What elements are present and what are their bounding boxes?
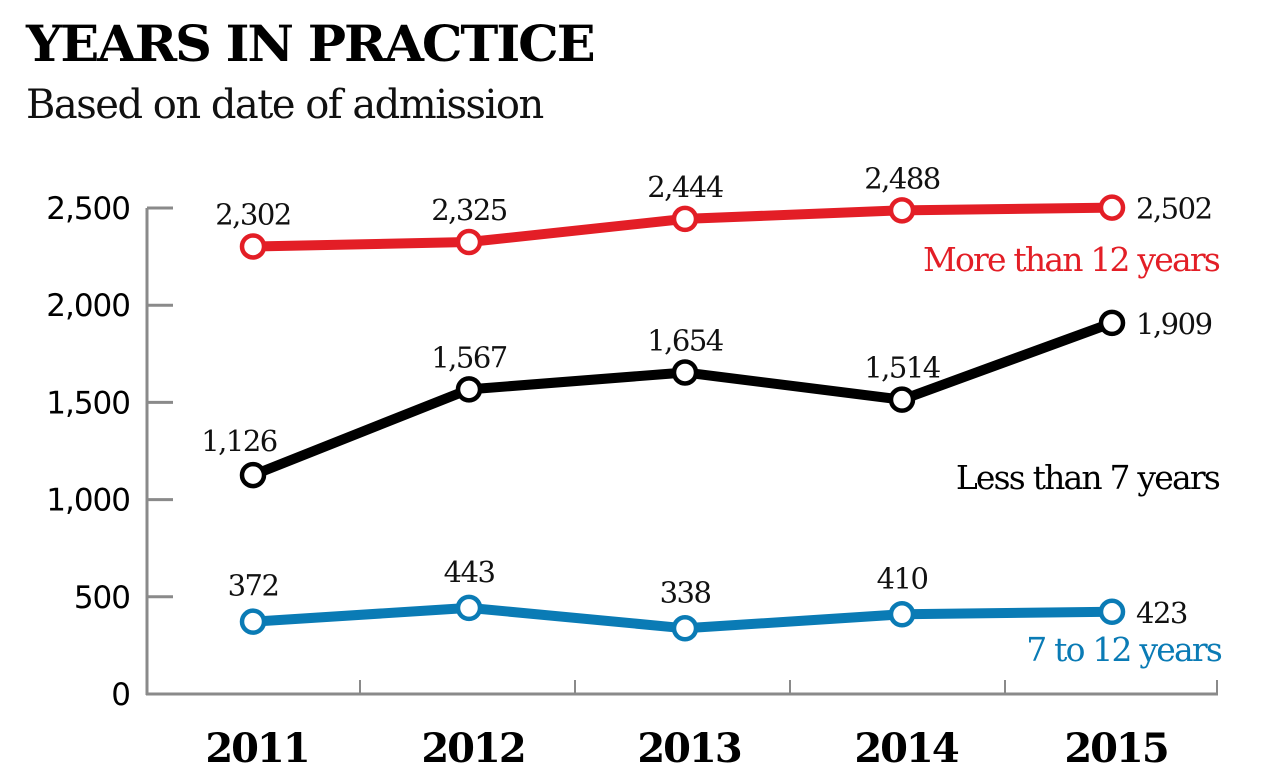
data-label: 443	[444, 555, 495, 589]
x-tick-label: 2015	[1064, 725, 1167, 772]
data-label: 1,909	[1136, 307, 1212, 341]
data-label: 372	[228, 569, 279, 603]
data-point	[455, 594, 483, 622]
data-point	[671, 615, 699, 642]
series-legend-label: Less than 7 years	[956, 458, 1220, 497]
data-point	[455, 228, 483, 256]
data-point	[888, 197, 916, 224]
data-label: 2,488	[864, 161, 940, 195]
series-less-than-7-years: 1,126 1,567 1,654 1,514 1,909 Less than 7 yea…	[201, 307, 1221, 497]
data-point	[888, 386, 916, 413]
data-point	[888, 601, 916, 628]
data-label: 2,502	[1136, 192, 1212, 226]
data-label: 1,654	[647, 323, 723, 357]
data-point	[671, 359, 699, 386]
y-tick-label: 1,000	[46, 483, 130, 519]
data-point	[239, 461, 267, 489]
data-label: 410	[877, 561, 928, 595]
data-point	[1098, 309, 1126, 337]
y-tick-label: 500	[74, 580, 130, 616]
data-point	[239, 233, 267, 260]
x-tick-label: 2011	[205, 725, 308, 772]
data-point	[1098, 598, 1126, 626]
series-legend-label: 7 to 12 years	[1026, 630, 1222, 669]
x-tick-label: 2013	[637, 725, 740, 772]
data-label: 2,302	[215, 197, 291, 231]
data-label: 423	[1136, 596, 1187, 630]
data-label: 1,126	[201, 424, 277, 458]
data-label: 338	[660, 575, 711, 609]
y-tick-label: 2,000	[46, 288, 130, 324]
data-point	[239, 608, 267, 635]
data-label: 1,514	[864, 351, 940, 385]
series-more-than-12-years: 2,302 2,325 2,444 2,488 2,502 More than 12 ye…	[215, 161, 1221, 279]
data-label: 2,444	[647, 170, 723, 204]
series-layer: 2,302 2,325 2,444 2,488 2,502 More than 12 ye…	[201, 161, 1224, 669]
x-tick-label: 2012	[421, 725, 524, 772]
y-tick-label: 2,500	[46, 191, 130, 227]
chart-title: YEARS IN PRACTICE	[26, 14, 596, 73]
y-tick-label: 1,500	[46, 385, 130, 421]
data-point	[1098, 194, 1126, 221]
data-point	[671, 205, 699, 233]
series-legend-label: More than 12 years	[923, 240, 1220, 279]
data-label: 1,567	[431, 340, 507, 374]
data-point	[455, 376, 483, 403]
x-tick-label: 2014	[854, 725, 958, 772]
chart-subtitle: Based on date of admission	[26, 82, 544, 128]
axes: 0 500 1,000 1,500 2,000 2,500 2011 2012 2013 2014…	[46, 191, 1218, 772]
y-tick-label: 0	[111, 677, 130, 713]
data-label: 2,325	[431, 193, 507, 227]
